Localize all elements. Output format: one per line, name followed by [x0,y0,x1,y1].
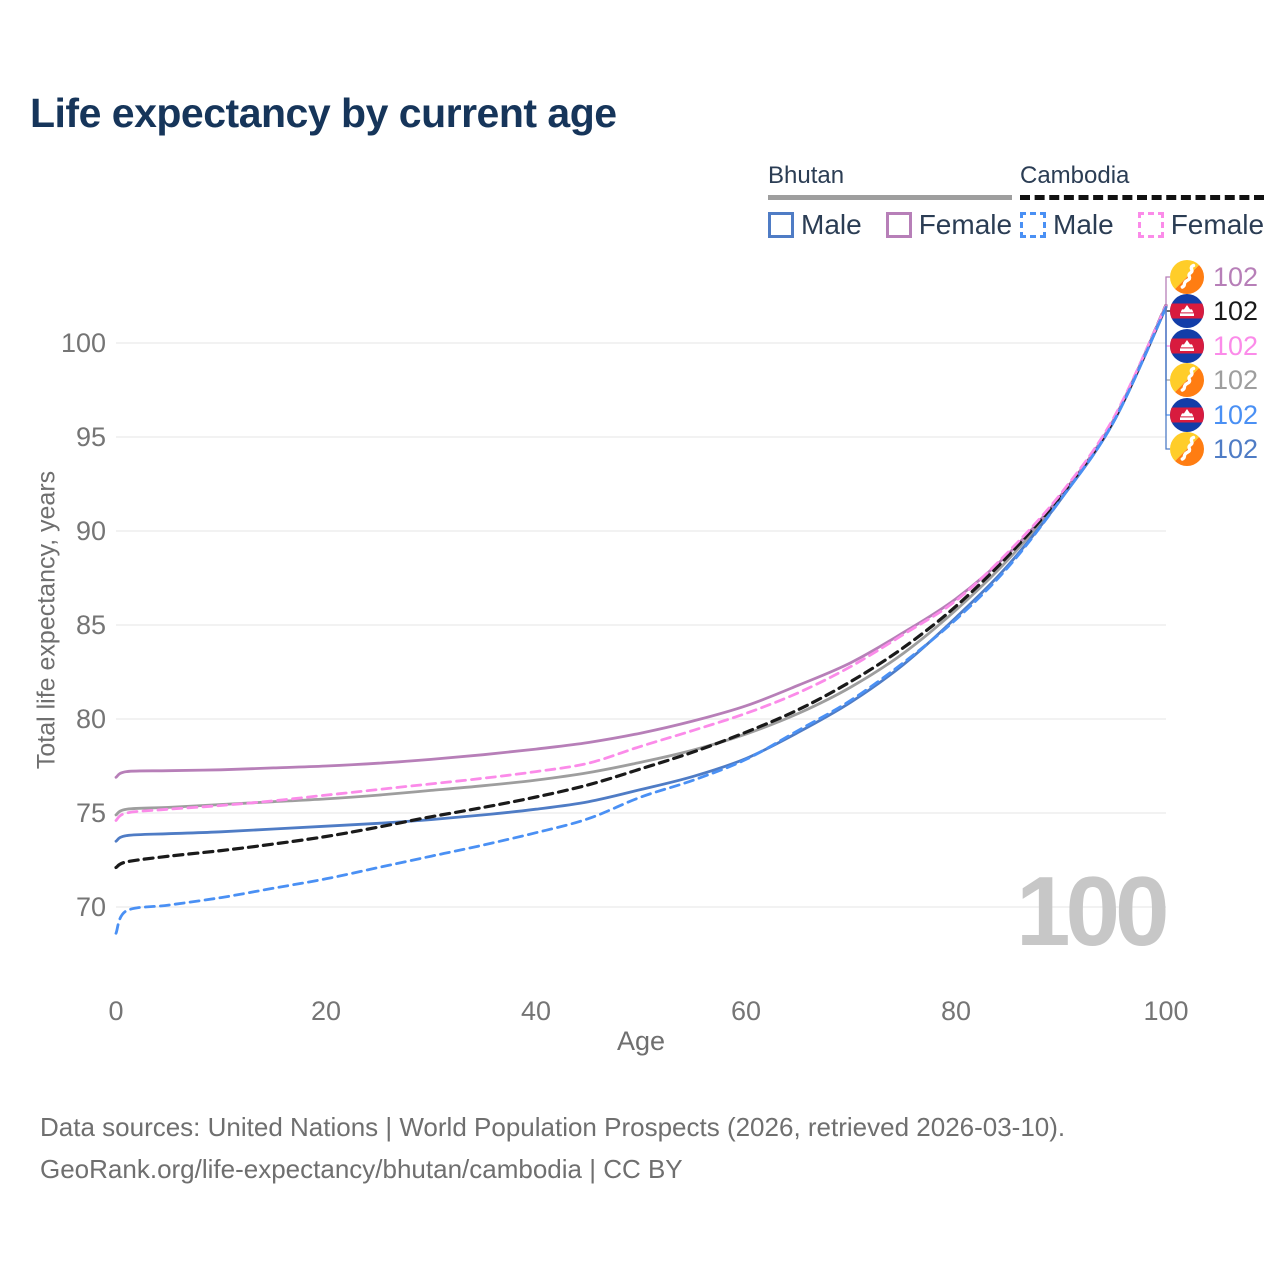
legend-solid-line-sample [768,195,1013,200]
legend-dashed-line-sample [1020,195,1265,200]
x-tick-label: 20 [311,996,341,1026]
end-label-row-cambodia-male: 102 [1170,398,1258,432]
end-value-label: 102 [1213,399,1259,430]
end-value-label: 102 [1213,295,1259,326]
leader-line [1165,276,1170,307]
end-label-row-bhutan-female: 102 [1170,260,1258,294]
x-tick-label: 40 [521,996,551,1026]
x-tick-label: 0 [108,996,123,1026]
series-line-bhutan-both-sexes[interactable] [114,305,1168,817]
end-value-label: 102 [1213,261,1259,292]
end-value-label: 102 [1213,330,1259,361]
legend-swatch-icon [1020,212,1046,238]
legend-item-bhutan-male[interactable]: Male [768,209,862,241]
page-title: Life expectancy by current age [30,90,617,136]
leader-line [1165,306,1170,450]
y-tick-label: 70 [76,892,106,922]
end-label-row-cambodia-both-sexes: 102 [1170,294,1258,328]
x-axis-title: Age [616,1026,666,1056]
legend-swatch-icon [768,212,794,238]
legend-group-bhutan: Bhutan Male Female [768,162,1013,241]
bhutan-flag-icon [1170,432,1204,466]
legend-country-bhutan: Bhutan [768,162,845,189]
legend-item-label: Female [918,209,1013,240]
bhutan-flag-icon [1170,363,1204,397]
legend-country-cambodia: Cambodia [1020,162,1130,189]
legend-swatch-icon [885,212,912,238]
cambodia-flag-icon [1170,294,1204,328]
footer-data-sources: Data sources: United Nations | World Pop… [40,1112,1066,1142]
end-label-row-bhutan-both-sexes: 102 [1170,363,1258,397]
end-label-row-cambodia-female: 102 [1170,329,1258,363]
x-tick-label: 80 [941,996,971,1026]
footer: Data sources: United Nations | World Pop… [40,1106,1065,1190]
y-tick-label: 100 [61,328,106,358]
series-line-cambodia-male[interactable] [114,305,1168,935]
bhutan-flag-icon [1170,260,1204,294]
age-counter-watermark: 100 [1016,856,1169,966]
y-tick-label: 85 [76,610,106,640]
legend-item-label: Male [801,209,862,240]
y-tick-label: 80 [76,704,106,734]
footer-attribution: GeoRank.org/life-expectancy/bhutan/cambo… [40,1154,683,1184]
series-line-cambodia-both-sexes[interactable] [114,303,1168,870]
legend-item-bhutan-female[interactable]: Female [885,209,1013,241]
legend-group-cambodia: Cambodia Male Female [1020,162,1265,241]
y-tick-label: 90 [76,516,106,546]
x-tick-label: 60 [731,996,761,1026]
end-label-row-bhutan-male: 102 [1170,432,1258,466]
end-value-label: 102 [1213,364,1259,395]
cambodia-flag-icon [1170,329,1204,363]
x-tick-label: 100 [1143,996,1188,1026]
y-tick-label: 75 [76,798,106,828]
legend-item-label: Female [1170,209,1265,240]
legend-item-cambodia-female[interactable]: Female [1137,209,1265,241]
series-line-cambodia-female[interactable] [114,304,1168,822]
cambodia-flag-icon [1170,398,1204,432]
series-line-bhutan-female[interactable] [114,304,1168,779]
legend-item-cambodia-male[interactable]: Male [1020,209,1114,241]
legend-item-label: Male [1053,209,1114,240]
legend-swatch-icon [1137,212,1164,238]
y-tick-label: 95 [76,422,106,452]
end-value-label: 102 [1213,433,1259,464]
